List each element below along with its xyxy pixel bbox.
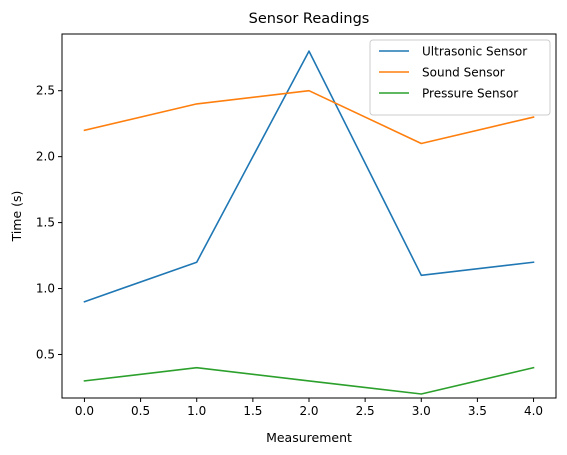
x-tick-label: 2.0	[299, 404, 318, 418]
series-line-2	[83, 366, 535, 395]
x-tick-label: 1.0	[187, 404, 206, 418]
x-tick-label: 1.5	[243, 404, 262, 418]
legend-label-0: Ultrasonic Sensor	[422, 45, 527, 59]
y-tick-label: 1.0	[36, 282, 55, 296]
legend-label-2: Pressure Sensor	[422, 87, 518, 101]
chart-title: Sensor Readings	[249, 11, 370, 27]
series-line-0	[83, 50, 535, 303]
x-tick-label: 0.0	[75, 404, 94, 418]
plot-lines	[83, 50, 535, 395]
y-axis: 0.5 1.0 1.5 2.0 2.5	[36, 84, 62, 361]
y-tick-label: 2.0	[36, 150, 55, 164]
x-tick-label: 4.0	[524, 404, 543, 418]
y-axis-label: Time (s)	[9, 191, 24, 243]
x-axis: 0.0 0.5 1.0 1.5 2.0 2.5 3.0 3.5 4.0	[75, 398, 543, 418]
y-tick-label: 0.5	[36, 347, 55, 361]
x-tick-label: 3.5	[468, 404, 487, 418]
y-tick-label: 2.5	[36, 84, 55, 98]
x-tick-label: 3.0	[412, 404, 431, 418]
legend: Ultrasonic Sensor Sound Sensor Pressure Se…	[369, 39, 551, 116]
y-tick-label: 1.5	[36, 216, 55, 230]
series-line-1	[83, 89, 535, 145]
x-tick-label: 2.5	[356, 404, 375, 418]
legend-box	[369, 39, 551, 116]
legend-label-1: Sound Sensor	[422, 66, 505, 80]
x-axis-label: Measurement	[266, 430, 352, 445]
x-tick-label: 0.5	[131, 404, 150, 418]
